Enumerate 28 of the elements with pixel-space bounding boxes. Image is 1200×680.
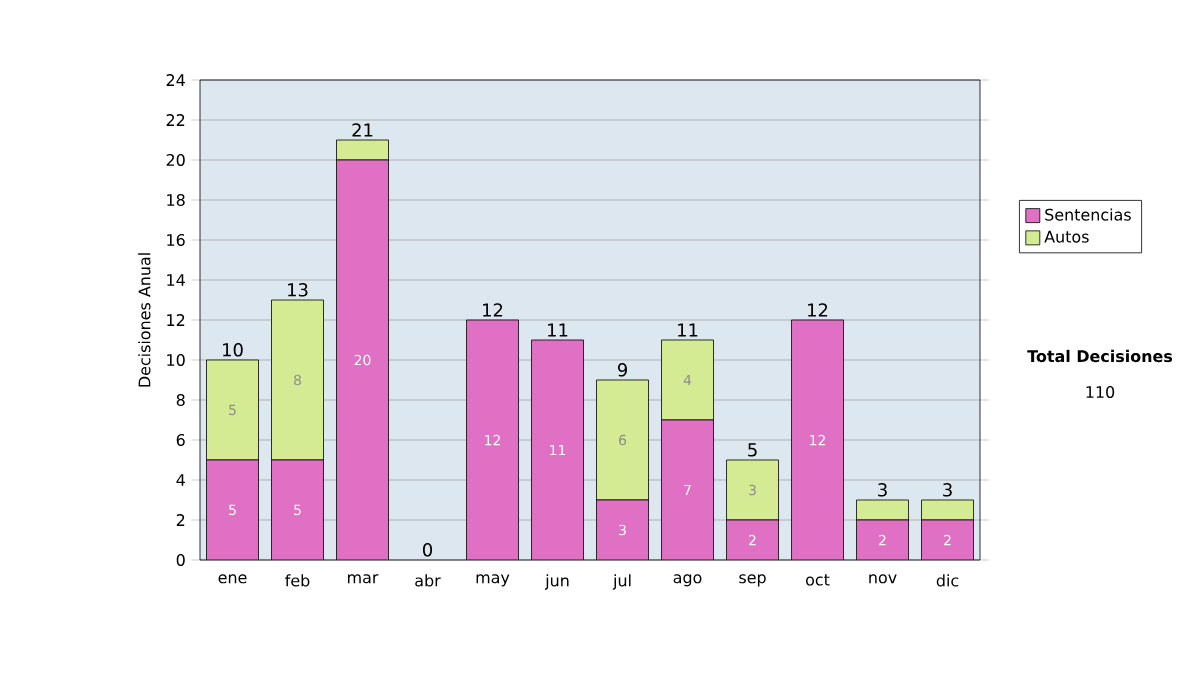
total-label: 10 xyxy=(223,343,243,357)
bar xyxy=(271,460,324,560)
total-label: 12 xyxy=(483,303,503,317)
bar xyxy=(726,459,779,521)
bar xyxy=(466,319,519,560)
total-label: 3 xyxy=(943,483,952,497)
total-label: 11 xyxy=(548,323,568,337)
bar xyxy=(596,379,649,501)
bar xyxy=(921,519,974,560)
bar xyxy=(206,460,259,560)
bar xyxy=(856,499,909,521)
total-label: 0 xyxy=(423,543,433,557)
total-label: 9 xyxy=(617,363,627,377)
bar xyxy=(336,160,389,560)
total-label: 21 xyxy=(352,123,373,137)
bar xyxy=(726,519,779,560)
bar xyxy=(791,319,844,560)
bar xyxy=(531,339,584,560)
bar xyxy=(596,499,649,560)
bar xyxy=(856,519,909,560)
total-label: 3 xyxy=(878,483,887,497)
bar xyxy=(661,419,714,560)
bar xyxy=(271,299,324,461)
total-label: 12 xyxy=(808,303,828,317)
bar xyxy=(661,339,714,421)
total-label: 5 xyxy=(748,443,757,457)
total-label: 11 xyxy=(678,323,698,337)
total-label: 13 xyxy=(288,283,308,297)
